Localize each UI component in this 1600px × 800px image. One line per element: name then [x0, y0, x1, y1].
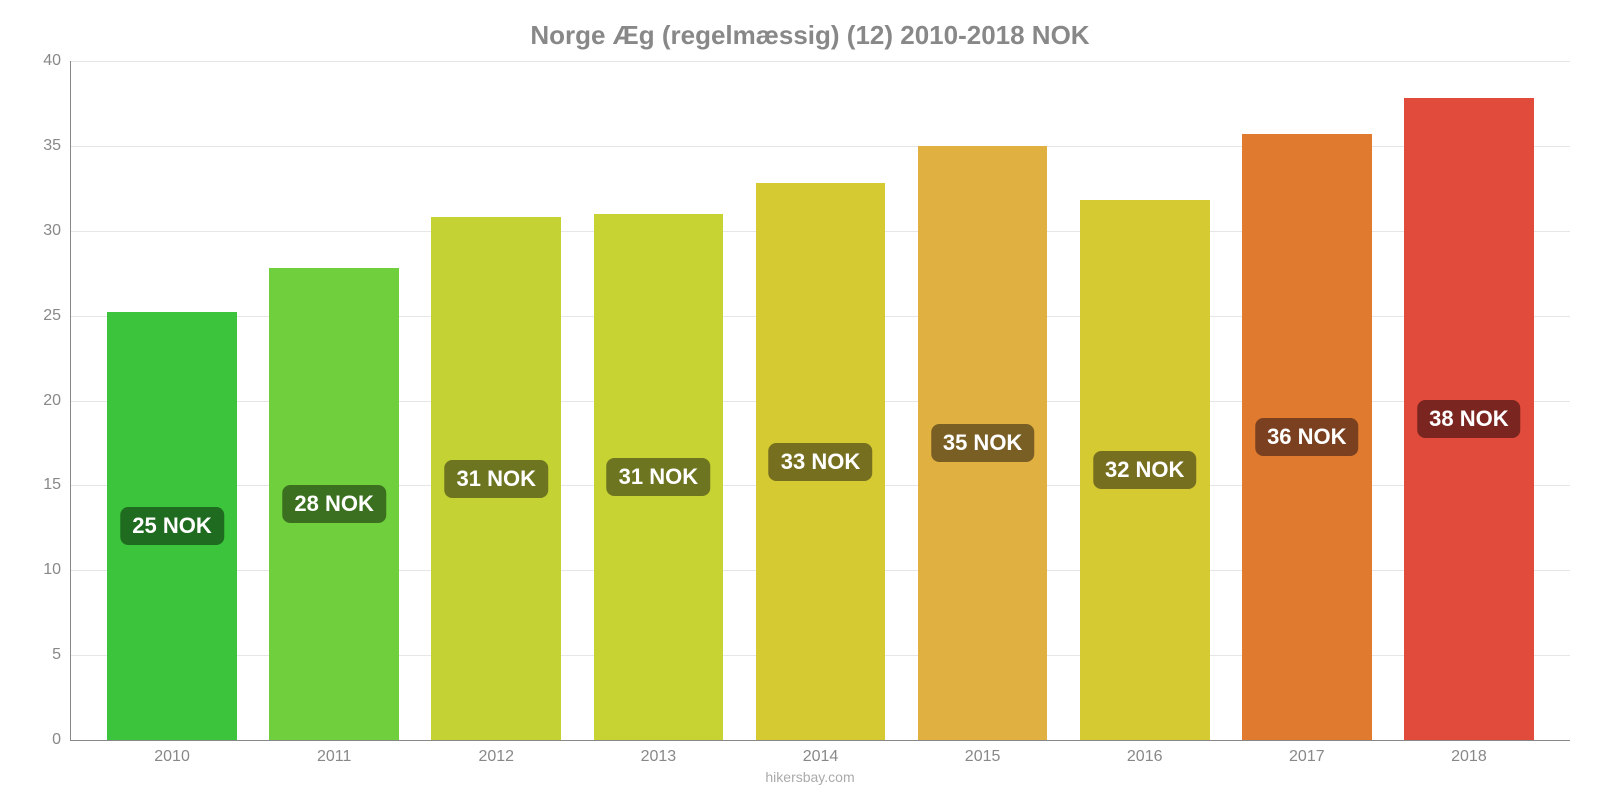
bar-value-label: 33 NOK	[769, 443, 872, 481]
y-axis-tick: 10	[21, 561, 71, 579]
bar: 25 NOK	[107, 312, 237, 740]
bar-value-label: 35 NOK	[931, 424, 1034, 462]
bar-slot: 31 NOK2013	[577, 61, 739, 740]
bar-slot: 32 NOK2016	[1064, 61, 1226, 740]
y-axis-tick: 30	[21, 222, 71, 240]
y-axis-tick: 40	[21, 52, 71, 70]
bars-group: 25 NOK201028 NOK201131 NOK201231 NOK2013…	[71, 61, 1570, 740]
x-axis-tick: 2010	[154, 740, 190, 766]
bar-slot: 35 NOK2015	[902, 61, 1064, 740]
bar-slot: 36 NOK2017	[1226, 61, 1388, 740]
attribution: hikersbay.com	[60, 769, 1560, 785]
bar-slot: 31 NOK2012	[415, 61, 577, 740]
chart-title: Norge Æg (regelmæssig) (12) 2010-2018 NO…	[60, 20, 1560, 51]
y-axis-tick: 20	[21, 392, 71, 410]
bar-value-label: 28 NOK	[282, 485, 385, 523]
bar: 35 NOK	[918, 146, 1048, 740]
y-axis-tick: 0	[21, 731, 71, 749]
bar: 33 NOK	[756, 183, 886, 740]
bar: 31 NOK	[431, 217, 561, 740]
chart-container: Norge Æg (regelmæssig) (12) 2010-2018 NO…	[0, 0, 1600, 800]
x-axis-tick: 2014	[803, 740, 839, 766]
bar-value-label: 31 NOK	[445, 460, 548, 498]
bar: 36 NOK	[1242, 134, 1372, 740]
y-axis-tick: 15	[21, 476, 71, 494]
x-axis-tick: 2011	[317, 740, 351, 766]
plot-area: 051015202530354025 NOK201028 NOK201131 N…	[70, 61, 1570, 741]
bar: 28 NOK	[269, 268, 399, 740]
bar-slot: 28 NOK2011	[253, 61, 415, 740]
bar-value-label: 31 NOK	[607, 458, 710, 496]
bar-slot: 38 NOK2018	[1388, 61, 1550, 740]
bar-slot: 33 NOK2014	[739, 61, 901, 740]
x-axis-tick: 2017	[1289, 740, 1325, 766]
bar-value-label: 36 NOK	[1255, 418, 1358, 456]
y-axis-tick: 25	[21, 307, 71, 325]
bar-value-label: 32 NOK	[1093, 451, 1196, 489]
bar-value-label: 38 NOK	[1417, 400, 1520, 438]
y-axis-tick: 5	[21, 646, 71, 664]
x-axis-tick: 2015	[965, 740, 1001, 766]
x-axis-tick: 2018	[1451, 740, 1487, 766]
bar-value-label: 25 NOK	[120, 507, 223, 545]
bar: 31 NOK	[594, 214, 724, 740]
bar: 32 NOK	[1080, 200, 1210, 740]
x-axis-tick: 2016	[1127, 740, 1163, 766]
y-axis-tick: 35	[21, 137, 71, 155]
x-axis-tick: 2013	[641, 740, 677, 766]
x-axis-tick: 2012	[478, 740, 514, 766]
bar-slot: 25 NOK2010	[91, 61, 253, 740]
bar: 38 NOK	[1404, 98, 1534, 740]
